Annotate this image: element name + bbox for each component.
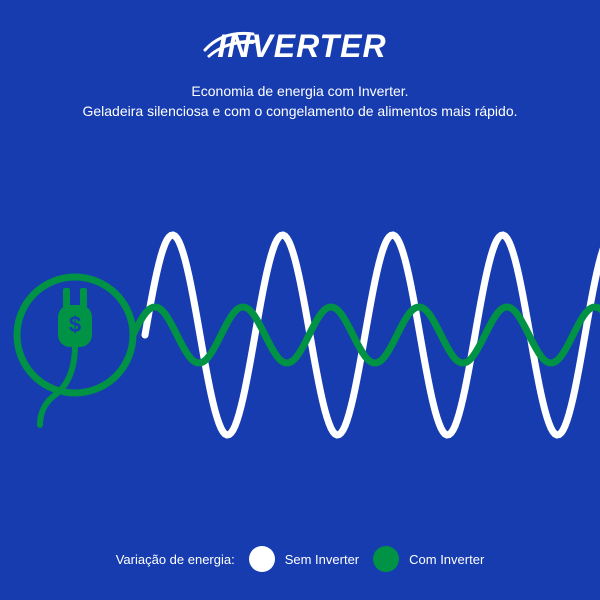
legend-text-without: Sem Inverter [285,552,359,567]
legend-item-without: Sem Inverter [249,546,359,572]
logo-swoosh-icon [203,26,263,62]
inverter-logo: INVERTER [213,28,386,65]
wave-chart: $ [0,180,600,500]
legend-dot-without [249,546,275,572]
legend-dot-with [373,546,399,572]
subtitle: Economia de energia com Inverter. Gelade… [82,81,517,122]
legend-text-with: Com Inverter [409,552,484,567]
logo-block: INVERTER Economia de energia com Inverte… [82,28,517,122]
legend: Variação de energia: Sem Inverter Com In… [0,546,600,572]
wave-svg: $ [0,180,600,500]
subtitle-line2: Geladeira silenciosa e com o congelament… [82,101,517,121]
infographic-container: INVERTER Economia de energia com Inverte… [0,0,600,600]
subtitle-line1: Economia de energia com Inverter. [82,81,517,101]
plug-dollar-icon: $ [40,288,92,425]
legend-item-with: Com Inverter [373,546,484,572]
dollar-sign: $ [69,312,81,337]
legend-label: Variação de energia: [116,552,235,567]
